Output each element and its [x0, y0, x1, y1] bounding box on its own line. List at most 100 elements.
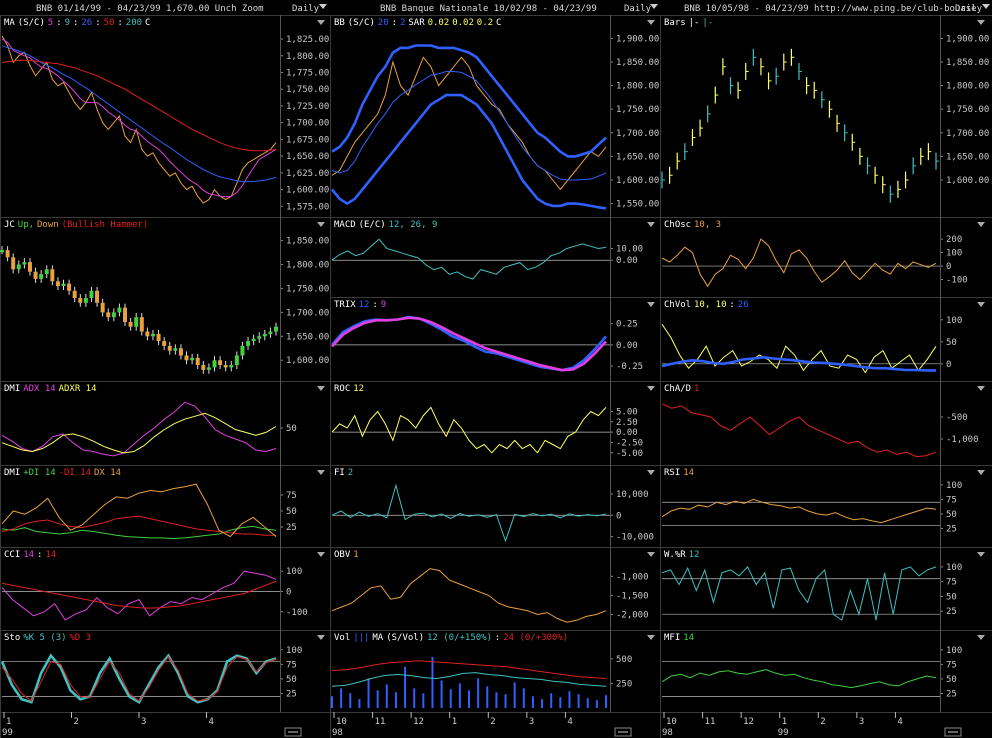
panel-menu-icon[interactable]: [647, 302, 655, 307]
legend-item: ChOsc: [664, 220, 691, 230]
panel-jc[interactable]: JC Up, Down (Bullish Hammer) 1,850.00 1,800.0…: [0, 217, 329, 381]
legend-item: (S/Vol): [386, 633, 424, 643]
panel-menu-icon[interactable]: [317, 386, 325, 391]
tick-label: 250: [616, 679, 632, 689]
tick-label: 100: [946, 316, 962, 326]
panel-menu-icon[interactable]: [977, 635, 985, 640]
legend-item: 5: [48, 18, 53, 28]
candle-body: [212, 360, 217, 368]
dropdown-icon[interactable]: [982, 4, 990, 9]
panel-menu-icon[interactable]: [317, 470, 325, 475]
panel-roc[interactable]: ROC 12 5.002.500.00-2.50-5.00: [331, 381, 655, 465]
panel-dmi1[interactable]: DMI ADX 14 ADXR 14 50: [1, 381, 325, 465]
tick-label: 1,650.00: [286, 152, 329, 162]
scroll-button[interactable]: [944, 727, 962, 737]
dropdown-icon[interactable]: [650, 4, 658, 9]
tick-label: 10.00: [616, 245, 643, 255]
panel-wr[interactable]: W.%R 12 100 75 50 25: [661, 547, 985, 630]
tick-label: 1,800.00: [946, 82, 989, 92]
panel-menu-icon[interactable]: [647, 470, 655, 475]
legend-item: MA: [4, 18, 15, 28]
tick-label: -500: [946, 413, 968, 423]
panel-menu-icon[interactable]: [977, 386, 985, 391]
panel-sto[interactable]: Sto %K 5 (3) %D 3 100 75 50 25: [0, 630, 325, 712]
panel-menu-icon[interactable]: [647, 552, 655, 557]
panel-bars[interactable]: Bars |- |-1,900.001,850.001,800.001,750.00…: [661, 15, 989, 217]
x-tick-label: 3: [141, 717, 146, 727]
tick-label: 1,750.00: [286, 85, 329, 95]
candle-body: [173, 348, 178, 351]
legend-item: Vol: [334, 633, 350, 643]
panel-vol[interactable]: Vol ||| MA (S/Vol) 12 (0/+150%):24 (0/+300%)…: [331, 630, 655, 712]
panel-menu-icon[interactable]: [647, 20, 655, 25]
candle-body: [178, 348, 183, 356]
legend-item: -DI 14: [59, 468, 92, 478]
panel-ma[interactable]: MA (S/C) 5:9:26:50:200 C1,825.001,800.001,7…: [1, 15, 329, 217]
scroll-button[interactable]: [614, 727, 632, 737]
candle-body: [223, 365, 228, 368]
series-line: [331, 238, 607, 280]
panel-obv[interactable]: OBV 1 -1,000 -1,500 -2,000: [331, 547, 655, 630]
period-label-left: Daily: [292, 4, 320, 14]
panel-menu-icon[interactable]: [317, 552, 325, 557]
panel-menu-icon[interactable]: [647, 222, 655, 227]
panel-chosc[interactable]: ChOsc 10, 3 200 100 0 -100: [661, 217, 985, 297]
x-axis-1: 10 11 12 1 2 3 498: [332, 712, 632, 738]
tick-label: 1,850.00: [946, 58, 989, 68]
tick-label: 100: [286, 567, 302, 577]
tick-label: -2,000: [616, 611, 649, 621]
panel-macd[interactable]: MACD (E/C) 12, 26, 9 10.000.00: [331, 217, 655, 297]
tick-label: 1,800.00: [286, 52, 329, 62]
series-line: [1, 570, 277, 621]
candle-body: [229, 365, 234, 368]
panel-menu-icon[interactable]: [977, 20, 985, 25]
series-line: [331, 315, 607, 372]
tick-label: 50: [946, 592, 957, 602]
tick-label: 25: [286, 689, 297, 699]
panel-menu-icon[interactable]: [647, 386, 655, 391]
tick-label: 1,700.00: [286, 308, 329, 318]
panel-menu-icon[interactable]: [317, 20, 325, 25]
series-line: [331, 316, 607, 372]
series-line: [661, 566, 937, 621]
panel-chad[interactable]: ChA/D 1 -500 -1,000: [661, 381, 985, 465]
panel-menu-icon[interactable]: [977, 222, 985, 227]
legend-item: ADX 14: [23, 384, 56, 394]
candle-body: [201, 365, 206, 370]
tick-label: 2.50: [616, 418, 638, 428]
dropdown-icon[interactable]: [319, 4, 327, 9]
panel-fi[interactable]: FI 2 10,000 0 -10,000: [331, 465, 655, 547]
panel-menu-icon[interactable]: [977, 470, 985, 475]
scroll-button[interactable]: [284, 727, 302, 737]
candle-body: [50, 269, 55, 282]
period-label-right: Daily: [955, 4, 983, 14]
panel-bb[interactable]: BB (S/C) 20:2 SAR 0.02 0.02 0.2 C1,900.001,850.…: [330, 15, 659, 217]
panel-dmi2[interactable]: DMI +DI 14 -DI 14 DX 14 75 50 25: [1, 465, 325, 547]
panel-menu-icon[interactable]: [317, 635, 325, 640]
series-line: [331, 568, 607, 623]
legend-item: JC: [4, 220, 15, 230]
tick-label: -5.00: [616, 449, 643, 459]
tick-label: 25: [286, 523, 297, 533]
legend-item: 14: [683, 633, 694, 643]
panel-menu-icon[interactable]: [647, 635, 655, 640]
panel-menu-icon[interactable]: [977, 552, 985, 557]
panel-menu-icon[interactable]: [317, 222, 325, 227]
tick-label: 75: [946, 495, 957, 505]
candle-body: [61, 283, 66, 287]
legend-item: DMI: [4, 384, 20, 394]
panel-rsi[interactable]: RSI 14 100 75 50 25: [661, 465, 985, 547]
tick-label: -100: [286, 608, 308, 618]
series-line: [1, 45, 277, 183]
tick-label: 0.00: [616, 256, 638, 266]
panel-chvol[interactable]: ChVol 10, 10:26 100 50 0: [661, 297, 985, 381]
x-axis-2: 10 11 12 1 2 3 498 99: [662, 712, 962, 738]
panel-mfi[interactable]: MFI 14 100 75 50 25: [661, 630, 985, 712]
series-line: [1, 525, 277, 540]
panel-trix[interactable]: TRIX 12:9 0.25 0.00 -0.25: [331, 297, 655, 381]
candle-body: [262, 333, 267, 337]
tick-label: 1,775.00: [286, 68, 329, 78]
panel-menu-icon[interactable]: [977, 302, 985, 307]
legend-item: (S/C): [348, 18, 375, 28]
